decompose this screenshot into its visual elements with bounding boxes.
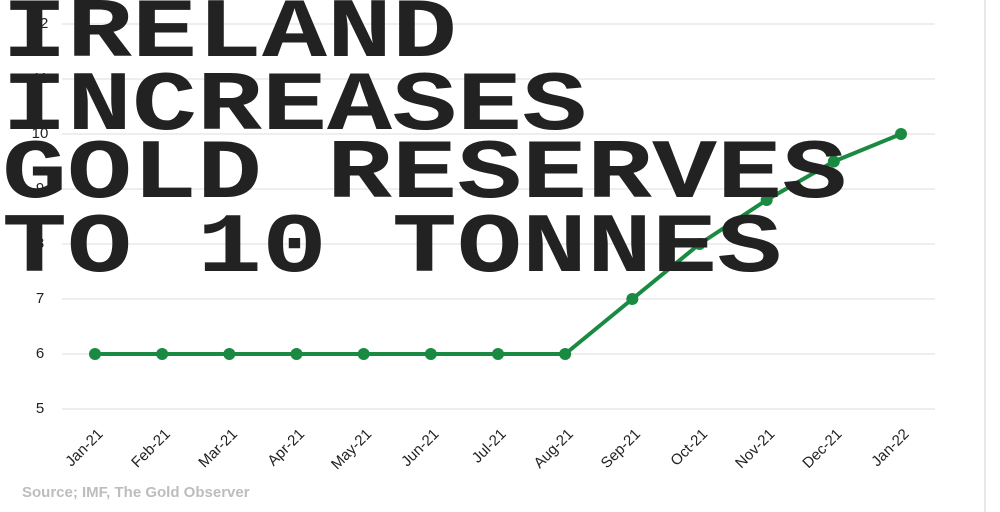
chart-title: INCREASES xyxy=(2,60,587,155)
source-note: Source; IMF, The Gold Observer xyxy=(22,484,250,501)
chart-title: TO 10 TONNES xyxy=(2,202,782,297)
data-point xyxy=(693,238,706,250)
data-point xyxy=(156,348,169,360)
x-tick-label: Jan-21 xyxy=(62,426,106,470)
x-tick-label: Jan-22 xyxy=(868,426,912,470)
data-point xyxy=(357,348,370,360)
y-tick-label: 8 xyxy=(36,235,44,252)
data-point xyxy=(827,155,840,168)
data-point xyxy=(559,348,572,360)
x-tick-label: May-21 xyxy=(328,426,375,473)
data-point xyxy=(424,348,437,360)
data-point xyxy=(89,348,101,360)
x-tick-label: Nov-21 xyxy=(732,426,778,472)
chart-title: GOLD RESERVES xyxy=(2,128,847,223)
y-tick-label: 10 xyxy=(32,125,49,142)
x-tick-label: Sep-21 xyxy=(598,426,644,472)
x-tick-label: Apr-21 xyxy=(264,426,308,470)
y-tick-label: 11 xyxy=(32,70,48,87)
data-point xyxy=(760,194,773,206)
x-tick-label: Mar-21 xyxy=(195,426,241,472)
x-tick-label: Jul-21 xyxy=(469,426,510,467)
data-point xyxy=(290,348,303,360)
y-tick-label: 6 xyxy=(36,345,44,362)
x-tick-label: Feb-21 xyxy=(128,426,174,472)
x-tick-label: Aug-21 xyxy=(531,426,577,472)
chart-title: IRELAND xyxy=(2,0,457,82)
y-tick-label: 12 xyxy=(32,15,49,32)
x-tick-label: Jun-21 xyxy=(398,426,442,470)
y-tick-label: 7 xyxy=(36,290,44,307)
x-tick-label: Oct-21 xyxy=(667,426,711,470)
x-tick-label: Dec-21 xyxy=(799,426,845,472)
data-point xyxy=(895,128,907,140)
data-point xyxy=(223,348,236,360)
data-point xyxy=(626,293,639,305)
y-tick-label: 9 xyxy=(36,180,44,197)
data-point xyxy=(492,348,504,360)
y-tick-label: 5 xyxy=(36,400,44,417)
